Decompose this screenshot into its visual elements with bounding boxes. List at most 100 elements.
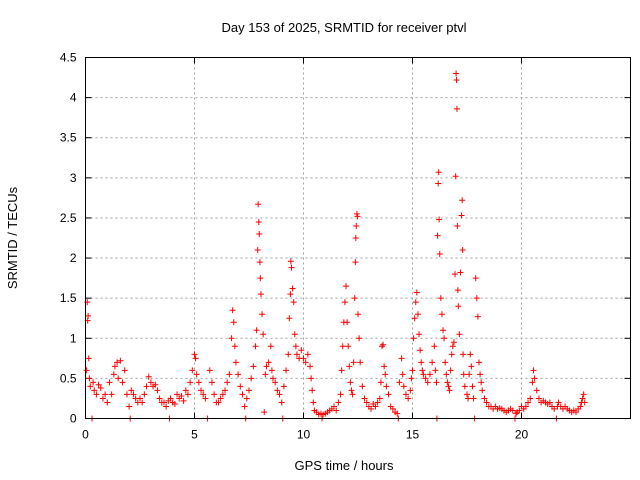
data-point — [187, 379, 194, 386]
data-point — [468, 363, 475, 370]
data-point — [182, 387, 189, 394]
data-point — [110, 371, 117, 378]
data-point — [97, 385, 104, 392]
data-point — [351, 295, 358, 302]
data-point — [426, 371, 433, 378]
data-point — [291, 331, 298, 338]
data-point — [348, 387, 355, 394]
data-point — [350, 359, 357, 366]
data-point — [459, 247, 466, 254]
data-point — [407, 387, 414, 394]
data-point — [255, 218, 262, 225]
data-point — [309, 387, 316, 394]
data-point — [380, 341, 387, 348]
y-tick-label: 2.5 — [60, 211, 77, 225]
data-point — [206, 367, 213, 374]
data-point — [147, 379, 154, 386]
data-point — [525, 399, 532, 406]
data-point — [252, 343, 259, 350]
data-point — [108, 391, 115, 398]
x-tick-label: 10 — [297, 428, 311, 442]
data-point — [261, 409, 268, 416]
data-point — [163, 403, 170, 410]
data-point — [435, 180, 442, 187]
data-point — [215, 399, 222, 406]
data-point — [522, 403, 529, 410]
data-point — [104, 399, 111, 406]
data-point — [411, 315, 418, 322]
data-point — [399, 371, 406, 378]
data-point — [417, 347, 424, 354]
data-point — [432, 367, 439, 374]
data-point — [424, 379, 431, 386]
data-point — [452, 271, 459, 278]
data-point — [257, 275, 264, 282]
data-point — [87, 383, 94, 390]
data-point — [335, 399, 342, 406]
data-point — [412, 299, 419, 306]
data-point — [454, 287, 461, 294]
data-point — [102, 391, 109, 398]
data-point — [445, 383, 452, 390]
y-tick-label: 2 — [70, 251, 77, 265]
data-point — [377, 379, 384, 386]
data-point — [193, 371, 200, 378]
data-point — [346, 363, 353, 370]
data-point — [269, 375, 276, 382]
data-point — [106, 379, 113, 386]
data-point — [437, 295, 444, 302]
data-point — [464, 391, 470, 398]
data-point — [413, 289, 420, 296]
data-point — [211, 391, 218, 398]
data-point — [356, 335, 363, 342]
data-point — [338, 367, 345, 374]
data-point — [433, 379, 440, 386]
data-point — [573, 409, 579, 416]
data-point — [483, 399, 490, 406]
axis-ticks: 0 0.5 1 1.5 2 2.5 3 3.5 4 4.5 0 5 10 15 20 — [60, 51, 631, 442]
data-point — [381, 363, 388, 370]
y-tick-label: 3.5 — [60, 131, 77, 145]
data-point — [434, 232, 441, 239]
data-point — [372, 403, 379, 410]
data-point — [253, 327, 260, 334]
data-point — [456, 331, 463, 338]
data-point — [114, 359, 121, 366]
data-point — [527, 395, 534, 402]
data-point — [533, 387, 540, 394]
data-point — [99, 395, 106, 402]
data-point — [200, 391, 207, 398]
data-point — [259, 311, 266, 318]
data-point — [529, 379, 536, 386]
data-point — [459, 197, 466, 204]
data-point — [385, 391, 392, 398]
data-point — [551, 405, 558, 412]
y-tick-label: 0 — [70, 412, 77, 426]
data-point — [452, 173, 459, 180]
data-point — [85, 355, 92, 362]
data-point — [458, 212, 465, 219]
data-point — [230, 319, 237, 326]
data-point — [333, 407, 340, 414]
data-point — [446, 387, 453, 394]
data-point — [418, 359, 425, 366]
data-point — [472, 275, 479, 282]
data-point — [119, 379, 126, 386]
data-point — [189, 367, 196, 374]
data-point — [396, 379, 403, 386]
data-point — [145, 373, 152, 380]
data-point — [298, 347, 305, 354]
data-point — [287, 291, 294, 298]
data-point — [254, 247, 261, 254]
data-point — [374, 399, 381, 406]
data-point — [555, 399, 562, 406]
data-point — [400, 383, 407, 390]
data-point — [93, 391, 100, 398]
data-point — [535, 395, 542, 402]
data-point — [95, 381, 102, 388]
data-point — [243, 395, 250, 402]
data-point — [448, 351, 455, 358]
data-point — [115, 375, 122, 382]
plot-frame — [85, 57, 631, 419]
data-point — [469, 383, 476, 390]
